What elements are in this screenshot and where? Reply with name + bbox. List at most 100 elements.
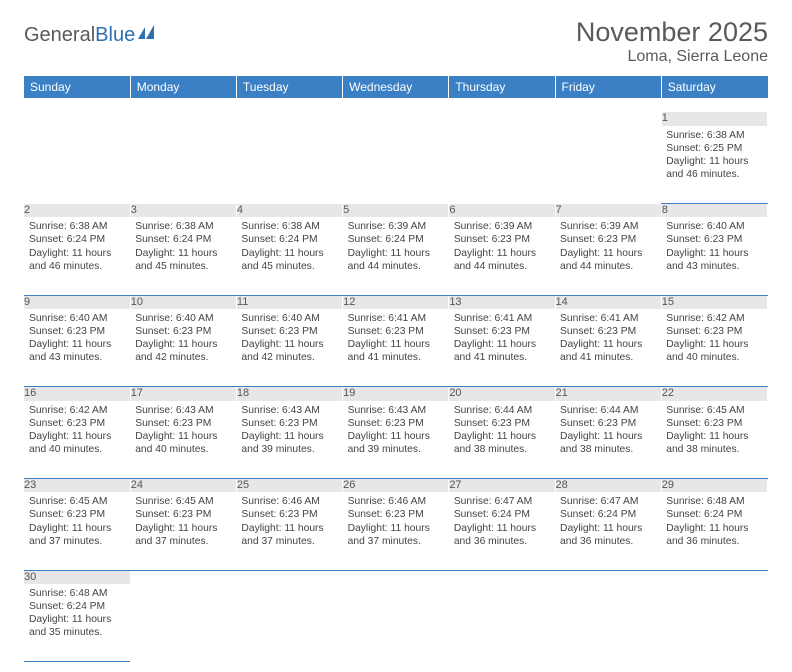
title-block: November 2025 Loma, Sierra Leone (576, 18, 768, 66)
daynum-row: 2345678 (24, 204, 768, 218)
day-number: 21 (555, 387, 661, 401)
day-number: 12 (343, 295, 449, 309)
weekday-header-row: SundayMondayTuesdayWednesdayThursdayFrid… (24, 76, 768, 98)
day-cell: Sunrise: 6:44 AMSunset: 6:23 PMDaylight:… (555, 401, 661, 461)
day-number: 30 (24, 570, 130, 584)
empty-cell (343, 584, 449, 591)
empty-daynum (130, 570, 236, 584)
empty-cell (130, 126, 236, 133)
logo: GeneralBlue (24, 18, 160, 47)
empty-daynum (236, 112, 342, 125)
day-number: 8 (661, 204, 767, 218)
day-number: 23 (24, 479, 130, 493)
daynum-row: 23242526272829 (24, 479, 768, 493)
week-row: Sunrise: 6:38 AMSunset: 6:24 PMDaylight:… (24, 217, 768, 295)
day-cell: Sunrise: 6:46 AMSunset: 6:23 PMDaylight:… (236, 492, 342, 552)
day-cell: Sunrise: 6:47 AMSunset: 6:24 PMDaylight:… (449, 492, 555, 552)
day-cell: Sunrise: 6:44 AMSunset: 6:23 PMDaylight:… (449, 401, 555, 461)
weekday-header: Wednesday (343, 76, 449, 98)
day-cell: Sunrise: 6:43 AMSunset: 6:23 PMDaylight:… (236, 401, 342, 461)
day-number: 15 (661, 295, 767, 309)
day-cell: Sunrise: 6:48 AMSunset: 6:24 PMDaylight:… (24, 584, 130, 644)
day-number: 7 (555, 204, 661, 218)
week-row: Sunrise: 6:40 AMSunset: 6:23 PMDaylight:… (24, 309, 768, 387)
day-cell: Sunrise: 6:40 AMSunset: 6:23 PMDaylight:… (130, 309, 236, 369)
empty-cell (343, 126, 449, 133)
day-cell: Sunrise: 6:42 AMSunset: 6:23 PMDaylight:… (24, 401, 130, 461)
empty-daynum (130, 112, 236, 125)
daynum-row: 30 (24, 570, 768, 584)
day-number: 14 (555, 295, 661, 309)
day-cell: Sunrise: 6:41 AMSunset: 6:23 PMDaylight:… (343, 309, 449, 369)
empty-cell (236, 584, 342, 591)
daynum-row: 1 (24, 112, 768, 125)
day-number: 22 (661, 387, 767, 401)
logo-text-blue: Blue (95, 24, 135, 47)
day-number: 6 (449, 204, 555, 218)
day-cell: Sunrise: 6:48 AMSunset: 6:24 PMDaylight:… (661, 492, 767, 552)
empty-daynum (24, 112, 130, 125)
day-cell: Sunrise: 6:43 AMSunset: 6:23 PMDaylight:… (130, 401, 236, 461)
logo-text-general: General (24, 24, 95, 47)
day-number: 3 (130, 204, 236, 218)
weekday-header: Tuesday (236, 76, 342, 98)
calendar-page: GeneralBlue November 2025 Loma, Sierra L… (0, 0, 792, 672)
day-cell: Sunrise: 6:41 AMSunset: 6:23 PMDaylight:… (555, 309, 661, 369)
weekday-header: Saturday (661, 76, 767, 98)
empty-cell (661, 584, 767, 591)
day-cell: Sunrise: 6:38 AMSunset: 6:24 PMDaylight:… (236, 217, 342, 277)
empty-daynum (449, 112, 555, 125)
weekday-header: Thursday (449, 76, 555, 98)
day-cell: Sunrise: 6:39 AMSunset: 6:24 PMDaylight:… (343, 217, 449, 277)
day-number: 27 (449, 479, 555, 493)
empty-daynum (661, 570, 767, 584)
weekday-header: Friday (555, 76, 661, 98)
day-number: 2 (24, 204, 130, 218)
week-row: Sunrise: 6:48 AMSunset: 6:24 PMDaylight:… (24, 584, 768, 662)
day-cell: Sunrise: 6:39 AMSunset: 6:23 PMDaylight:… (449, 217, 555, 277)
empty-cell (236, 126, 342, 133)
week-row: Sunrise: 6:45 AMSunset: 6:23 PMDaylight:… (24, 492, 768, 570)
empty-daynum (555, 570, 661, 584)
day-number: 5 (343, 204, 449, 218)
daynum-row: 9101112131415 (24, 295, 768, 309)
empty-daynum (343, 112, 449, 125)
flag-icon (138, 24, 160, 47)
day-number: 25 (236, 479, 342, 493)
empty-daynum (343, 570, 449, 584)
day-cell: Sunrise: 6:40 AMSunset: 6:23 PMDaylight:… (661, 217, 767, 277)
day-number: 13 (449, 295, 555, 309)
day-number: 9 (24, 295, 130, 309)
day-cell: Sunrise: 6:38 AMSunset: 6:24 PMDaylight:… (130, 217, 236, 277)
empty-cell (555, 584, 661, 591)
empty-cell (130, 584, 236, 591)
day-cell: Sunrise: 6:46 AMSunset: 6:23 PMDaylight:… (343, 492, 449, 552)
day-cell: Sunrise: 6:40 AMSunset: 6:23 PMDaylight:… (24, 309, 130, 369)
day-cell: Sunrise: 6:39 AMSunset: 6:23 PMDaylight:… (555, 217, 661, 277)
day-number: 19 (343, 387, 449, 401)
day-number: 28 (555, 479, 661, 493)
header: GeneralBlue November 2025 Loma, Sierra L… (24, 18, 768, 66)
day-number: 24 (130, 479, 236, 493)
month-title: November 2025 (576, 18, 768, 46)
spacer-row (24, 98, 768, 112)
day-cell: Sunrise: 6:42 AMSunset: 6:23 PMDaylight:… (661, 309, 767, 369)
day-number: 26 (343, 479, 449, 493)
day-number: 20 (449, 387, 555, 401)
day-number: 16 (24, 387, 130, 401)
daynum-row: 16171819202122 (24, 387, 768, 401)
day-number: 11 (236, 295, 342, 309)
day-cell: Sunrise: 6:47 AMSunset: 6:24 PMDaylight:… (555, 492, 661, 552)
empty-cell (449, 126, 555, 133)
empty-cell (24, 126, 130, 133)
empty-daynum (449, 570, 555, 584)
location: Loma, Sierra Leone (576, 48, 768, 66)
week-row: Sunrise: 6:38 AMSunset: 6:25 PMDaylight:… (24, 126, 768, 204)
empty-cell (449, 584, 555, 591)
calendar-table: SundayMondayTuesdayWednesdayThursdayFrid… (24, 76, 768, 662)
day-number: 17 (130, 387, 236, 401)
day-cell: Sunrise: 6:45 AMSunset: 6:23 PMDaylight:… (130, 492, 236, 552)
day-cell: Sunrise: 6:43 AMSunset: 6:23 PMDaylight:… (343, 401, 449, 461)
day-cell: Sunrise: 6:45 AMSunset: 6:23 PMDaylight:… (661, 401, 767, 461)
empty-daynum (555, 112, 661, 125)
